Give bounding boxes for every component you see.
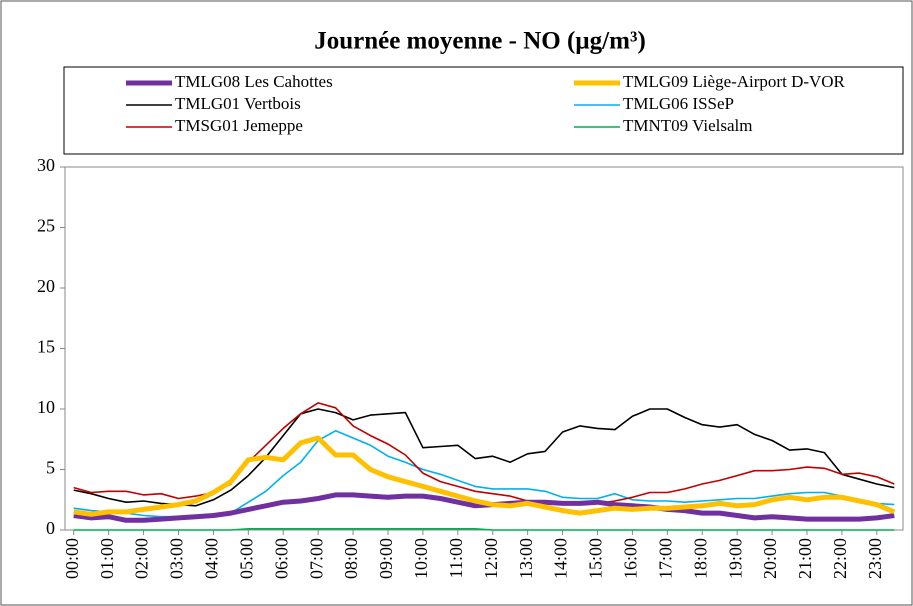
legend-label: TMNT09 Vielsalm (623, 116, 752, 135)
x-tick-label: 00:00 (62, 538, 82, 579)
y-tick-label: 10 (37, 397, 55, 417)
x-tick-label: 04:00 (202, 538, 222, 579)
y-tick-label: 15 (37, 337, 55, 357)
legend-label: TMSG01 Jemeppe (175, 116, 303, 135)
x-tick-label: 02:00 (132, 538, 152, 579)
x-tick-label: 11:00 (446, 538, 466, 578)
x-tick-label: 23:00 (865, 538, 885, 579)
x-tick-label: 20:00 (760, 538, 780, 579)
series-line (73, 435, 896, 517)
x-tick-label: 13:00 (516, 538, 536, 579)
x-tick-label: 15:00 (586, 538, 606, 579)
x-tick-label: 12:00 (481, 538, 501, 579)
y-tick-label: 5 (46, 458, 55, 478)
x-tick-label: 09:00 (376, 538, 396, 579)
series-line (73, 527, 895, 531)
x-tick-label: 07:00 (306, 538, 326, 579)
series-line (73, 408, 895, 507)
y-tick-label: 25 (37, 216, 55, 236)
x-tick-label: 01:00 (97, 538, 117, 579)
x-tick-label: 05:00 (236, 538, 256, 579)
x-tick-label: 17:00 (655, 538, 675, 579)
y-tick-label: 0 (46, 518, 55, 538)
y-tick-label: 20 (37, 276, 55, 296)
x-tick-label: 14:00 (551, 538, 571, 579)
y-tick-label: 30 (37, 155, 55, 175)
x-tick-label: 22:00 (830, 538, 850, 579)
x-tick-label: 10:00 (411, 538, 431, 579)
x-tick-label: 03:00 (167, 538, 187, 579)
legend-label: TMLG08 Les Cahottes (175, 72, 333, 91)
legend-label: TMLG06 ISSeP (623, 94, 734, 113)
x-tick-label: 06:00 (271, 538, 291, 579)
x-tick-label: 08:00 (341, 538, 361, 579)
legend-box (63, 66, 904, 155)
chart-title: Journée moyenne - NO (µg/m³) (314, 28, 646, 55)
legend-label: TMLG01 Vertbois (175, 94, 301, 113)
legend-label: TMLG09 Liège-Airport D-VOR (623, 72, 846, 91)
x-tick-label: 16:00 (621, 538, 641, 579)
x-tick-label: 21:00 (795, 538, 815, 579)
x-tick-label: 18:00 (690, 538, 710, 579)
x-tick-label: 19:00 (725, 538, 745, 579)
